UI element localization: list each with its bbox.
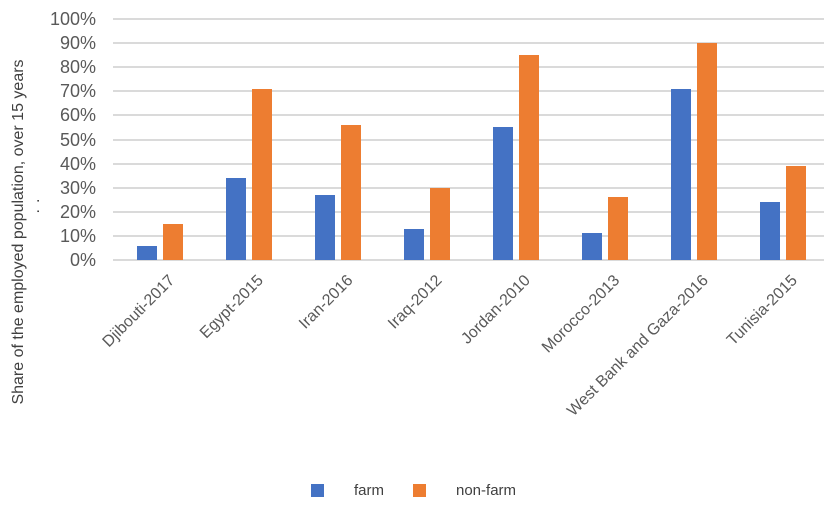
bar-farm-Jordan-2010 <box>492 127 513 260</box>
bar-farm-Djibouti-2017 <box>137 245 158 260</box>
bar-farm-Egypt-2015 <box>226 178 247 260</box>
legend-item-farm: farm <box>311 482 384 499</box>
x-label-Iran-2016: Iran-2016 <box>295 272 357 333</box>
y-tick-label-70: 70% <box>59 81 96 102</box>
gridline-0 <box>113 259 824 261</box>
bar-non-farm-Jordan-2010 <box>518 55 539 260</box>
x-label-Tunisia-2015: Tunisia-2015 <box>723 272 801 350</box>
y-tick-label-20: 20% <box>59 201 96 222</box>
legend-item-non-farm: non-farm <box>413 482 516 499</box>
bar-farm-Morocco-2013 <box>581 233 602 260</box>
y-tick-label-60: 60% <box>59 105 96 126</box>
gridline-30 <box>113 186 824 189</box>
y-tick-label-10: 10% <box>59 225 96 246</box>
bar-non-farm-Egypt-2015 <box>252 88 273 260</box>
gridline-90 <box>113 42 824 45</box>
bar-farm-Iran-2016 <box>315 194 336 260</box>
y-tick-label-30: 30% <box>59 177 96 198</box>
x-label-Iraq-2012: Iraq-2012 <box>384 272 446 333</box>
gridline-10 <box>113 234 824 237</box>
bar-farm-West Bank and Gaza-2016 <box>670 88 691 260</box>
legend-label-non-farm: non-farm <box>456 482 517 499</box>
y-tick-label-40: 40% <box>59 153 96 174</box>
bar-farm-Tunisia-2015 <box>759 202 780 260</box>
gridline-70 <box>113 90 824 93</box>
y-tick-label-80: 80% <box>59 57 96 78</box>
x-label-West Bank and Gaza-2016: West Bank and Gaza-2016 <box>564 272 712 420</box>
x-label-Egypt-2015: Egypt-2015 <box>197 272 268 342</box>
gridline-60 <box>113 114 824 117</box>
x-label-Djibouti-2017: Djibouti-2017 <box>99 272 179 351</box>
gridline-40 <box>113 162 824 165</box>
legend-swatch-non-farm <box>413 484 426 497</box>
legend-swatch-farm <box>311 484 324 497</box>
y-tick-label-90: 90% <box>59 33 96 54</box>
gridline-100 <box>113 18 824 20</box>
bar-non-farm-Morocco-2013 <box>607 197 628 260</box>
x-label-Morocco-2013: Morocco-2013 <box>538 272 623 357</box>
bar-non-farm-West Bank and Gaza-2016 <box>696 43 717 260</box>
gridline-80 <box>113 66 824 69</box>
y-tick-label-100: 100% <box>49 9 96 29</box>
bar-non-farm-Tunisia-2015 <box>785 166 806 260</box>
gridline-20 <box>113 210 824 213</box>
gridline-50 <box>113 138 824 141</box>
y-axis-title: Share of the employed population, over 1… <box>10 59 27 405</box>
legend-label-farm: farm <box>354 482 384 499</box>
bar-farm-Iraq-2012 <box>404 228 425 260</box>
x-label-Jordan-2010: Jordan-2010 <box>458 272 534 348</box>
bar-non-farm-Iraq-2012 <box>430 187 451 260</box>
bar-non-farm-Djibouti-2017 <box>163 223 184 260</box>
y-tick-label-50: 50% <box>59 129 96 150</box>
y-tick-label-0: 0% <box>69 250 96 270</box>
bar-non-farm-Iran-2016 <box>341 125 362 260</box>
